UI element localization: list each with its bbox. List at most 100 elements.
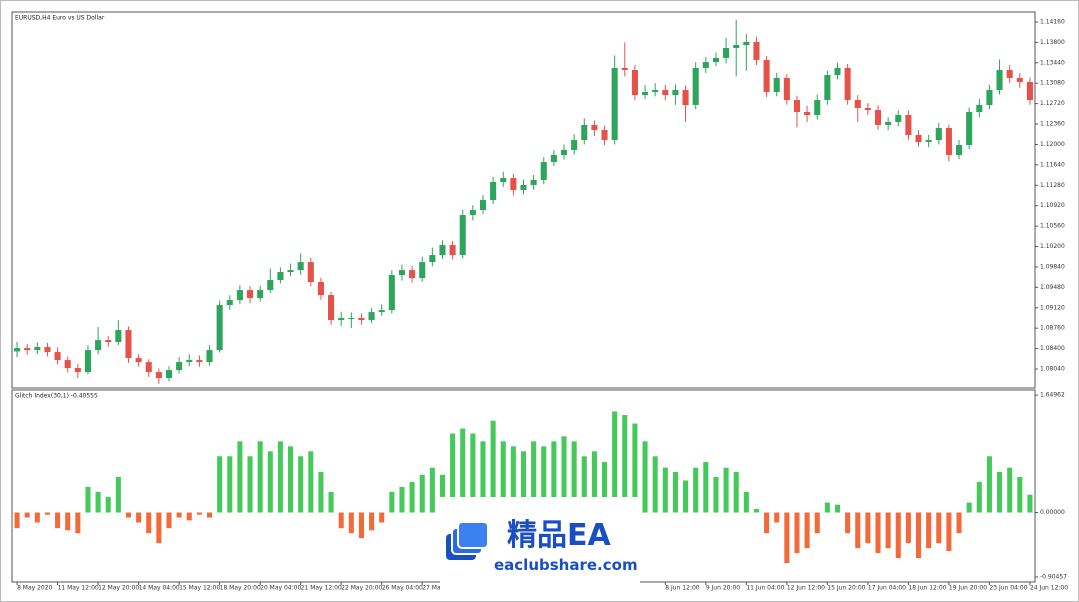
x-tick-label: 27 May [422,585,444,592]
y-tick-label: 1.10200 [1040,243,1065,250]
histogram-bar [936,512,942,544]
histogram-bar [14,512,20,529]
y-tick-label: 0.00000 [1040,509,1065,516]
y-tick-label: 1.13080 [1040,80,1065,87]
candle-body [763,59,770,93]
y-tick-label: 1.09120 [1040,304,1065,311]
histogram-bar [601,461,608,513]
histogram-bar [794,512,800,554]
candle-body [955,145,963,156]
candle-body [14,348,21,352]
x-tick-label: 8 Jun 12:00 [665,585,699,592]
candle-body [267,280,274,291]
histogram-bar [480,441,486,513]
candle-body [368,312,375,321]
indicator-title: Glitch Index(30,1) -0.40555 [15,393,98,400]
candle-body [814,100,821,116]
x-tick-label: 17 Jun 04:00 [868,585,906,592]
candle-body [753,41,760,60]
candle-body [520,185,527,191]
histogram-bar [551,441,557,513]
histogram-bar [541,446,547,513]
candle-body [439,245,446,256]
histogram-bar [65,512,71,531]
histogram-bar [926,512,932,549]
x-tick-label: 26 May 04:00 [382,585,423,592]
x-tick-label: 12 May 20:00 [98,585,139,592]
histogram-bar [105,496,111,513]
histogram-bar [44,512,50,515]
histogram-bar [176,512,182,518]
histogram-bar [1007,467,1013,513]
histogram-bar [733,471,739,513]
histogram-bar [75,512,81,534]
candle-body [783,78,790,101]
histogram-bar [277,441,283,513]
histogram-bar [723,467,729,513]
y-tick-label: 1.09480 [1040,284,1065,291]
histogram-bar [419,474,425,513]
y-tick-label: 1.10920 [1040,202,1065,209]
candle-body [844,67,851,101]
histogram-bar [227,456,233,513]
y-tick-label: -0.90457 [1040,573,1067,580]
price-title: EURUSD,H4 Euro vs US Dollar [15,15,105,22]
candle-body [793,100,801,113]
histogram-bar [358,512,364,539]
histogram-bar [834,504,841,513]
candle-body [874,109,882,126]
candle-body [165,370,173,379]
candle-body [540,162,547,181]
histogram-bar [308,451,314,513]
candle-body [692,67,699,105]
histogram-bar [115,476,121,513]
candle-body [24,348,31,351]
x-tick-label: 24 Jun 12:00 [1030,585,1068,592]
histogram-bar [915,512,922,559]
candle-body [621,67,628,71]
x-tick-label: 23 Jun 04:00 [989,585,1027,592]
histogram-bar [956,512,962,534]
histogram-bar [439,474,446,513]
candle-body [824,74,831,101]
candle-body [682,90,689,105]
histogram-bar [764,512,770,534]
watermark-brand: 精品EA [507,518,611,553]
histogram-bar [1017,476,1023,513]
histogram-bar [946,512,952,551]
histogram-bar [581,456,587,513]
histogram-bar [95,491,101,513]
histogram-bar [409,481,415,513]
histogram-bar [743,491,749,513]
candle-body [804,112,811,116]
x-tick-label: 15 Jun 20:00 [827,585,865,592]
histogram-bar [865,512,871,544]
histogram-bar [531,441,537,513]
candle-body [236,290,243,301]
histogram-bar [713,476,719,513]
x-tick-label: 14 May 04:00 [139,585,180,592]
histogram-bar [247,456,253,513]
candle-body [115,330,122,343]
histogram-bar [966,502,972,513]
histogram-bar [814,512,820,534]
histogram-bar [206,512,213,518]
histogram-bar [986,456,992,513]
histogram-bar [652,456,658,513]
histogram-bar [753,508,759,513]
histogram-bar [1027,494,1033,513]
candle-body [328,295,335,321]
y-tick-label: 1.14160 [1040,18,1065,25]
histogram-bar [470,433,476,513]
candle-body [642,92,649,96]
candle-body [1026,81,1033,101]
histogram-bar [622,415,628,513]
y-tick-label: 1.08400 [1040,345,1065,352]
histogram-bar [976,481,982,513]
histogram-bar [379,512,385,523]
candle-body [409,270,416,279]
histogram-bar [298,456,304,513]
candle-body [54,352,61,361]
histogram-bar [784,512,790,564]
candle-body [631,70,638,96]
